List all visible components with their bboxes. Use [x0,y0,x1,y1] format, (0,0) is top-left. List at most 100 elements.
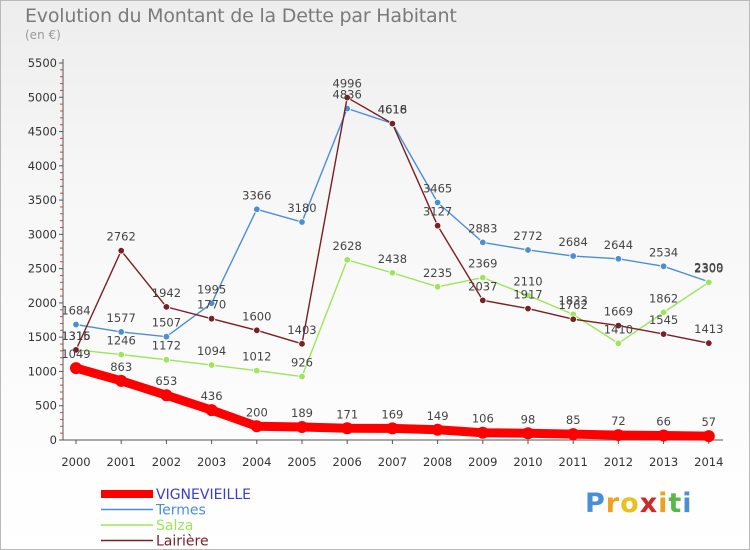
data-point [296,421,308,434]
x-tick-label: 2001 [107,455,136,469]
data-point [70,362,82,375]
data-label: 106 [472,412,494,426]
chart-unit: (en €) [25,28,61,42]
data-label: 1049 [61,347,90,361]
data-label: 98 [521,412,536,426]
data-label: 1094 [197,344,226,358]
x-tick-label: 2013 [649,455,678,469]
data-label: 2369 [468,257,497,271]
data-label: 169 [381,407,403,421]
data-label: 4836 [333,88,362,102]
data-label: 1172 [152,339,181,353]
x-tick-label: 2002 [152,455,181,469]
data-label: 1577 [107,311,136,325]
data-point [612,429,625,442]
data-label: 1410 [604,322,633,336]
data-point [388,269,397,277]
data-point [117,246,125,255]
data-point [479,296,487,305]
y-tick-label: 5000 [28,90,57,104]
data-label: 2235 [423,266,452,280]
data-label: 171 [336,407,358,421]
y-tick-label: 2500 [28,262,57,276]
data-point [253,366,261,375]
x-tick-label: 2008 [423,455,452,469]
data-point [205,404,218,417]
data-label: 1316 [61,329,90,343]
data-label: 1995 [197,282,226,296]
x-tick-label: 2000 [61,455,90,469]
logo-letter: o [620,488,640,519]
data-point [479,273,487,282]
data-point [388,119,397,128]
data-label: 863 [110,360,132,374]
data-point [659,308,668,317]
x-tick-label: 2005 [287,455,316,469]
data-label: 1669 [604,305,633,319]
y-tick-label: 1000 [28,364,57,378]
data-label: 2628 [333,239,362,253]
logo-letter: t [668,488,683,519]
proxiti-logo: Proxiti [585,488,693,519]
logo-letter: i [682,488,693,519]
data-point [433,283,442,291]
x-tick-label: 2004 [242,455,271,469]
logo-letter: x [639,488,659,519]
data-point [207,361,216,369]
data-label: 926 [291,356,313,370]
data-label: 4616 [378,103,407,117]
data-point [522,427,534,440]
data-point [386,422,399,435]
legend-label-lairière: Lairière [156,534,209,550]
data-label: 1862 [649,291,678,305]
data-point [569,252,577,260]
data-point [659,262,668,271]
series-line-termes [75,107,710,338]
data-point [250,420,263,433]
data-label: 57 [701,415,716,429]
data-point [162,303,171,311]
data-label: 1917 [513,288,542,302]
data-label: 1507 [152,316,181,330]
x-tick-label: 2006 [333,455,362,469]
data-point [431,423,444,436]
data-point [162,355,171,364]
data-label: 1684 [61,304,90,318]
data-point [160,389,173,402]
data-point [298,218,306,226]
y-tick-label: 500 [35,399,57,413]
logo-letter: P [585,488,606,519]
data-label: 2883 [468,221,497,235]
data-point [476,426,489,439]
data-point [569,315,577,323]
data-label: 1246 [107,334,136,348]
data-point [207,314,216,323]
y-tick-label: 2000 [28,296,57,310]
data-label: 1012 [242,350,271,364]
data-label: 1600 [242,309,271,323]
data-label: 2110 [513,274,542,288]
y-tick-label: 1500 [28,330,57,344]
data-label: 85 [566,413,581,427]
data-point [117,328,125,336]
data-label: 3180 [287,201,316,215]
data-label: 2684 [559,235,588,249]
data-label: 3366 [242,188,271,202]
x-tick-label: 2009 [468,455,497,469]
data-label: 2772 [513,229,542,243]
data-label: 1762 [559,298,588,312]
data-label: 1315 [61,329,90,343]
data-label: 436 [201,389,223,403]
x-tick-label: 2014 [694,455,723,469]
y-tick-label: 3500 [28,193,57,207]
data-label: 1942 [152,286,181,300]
data-label: 4996 [333,77,362,91]
data-point [162,333,171,341]
data-label: 2309 [694,261,723,275]
data-label: 3127 [423,205,452,219]
data-point [117,350,125,359]
data-point [298,372,306,381]
data-point [253,326,261,335]
